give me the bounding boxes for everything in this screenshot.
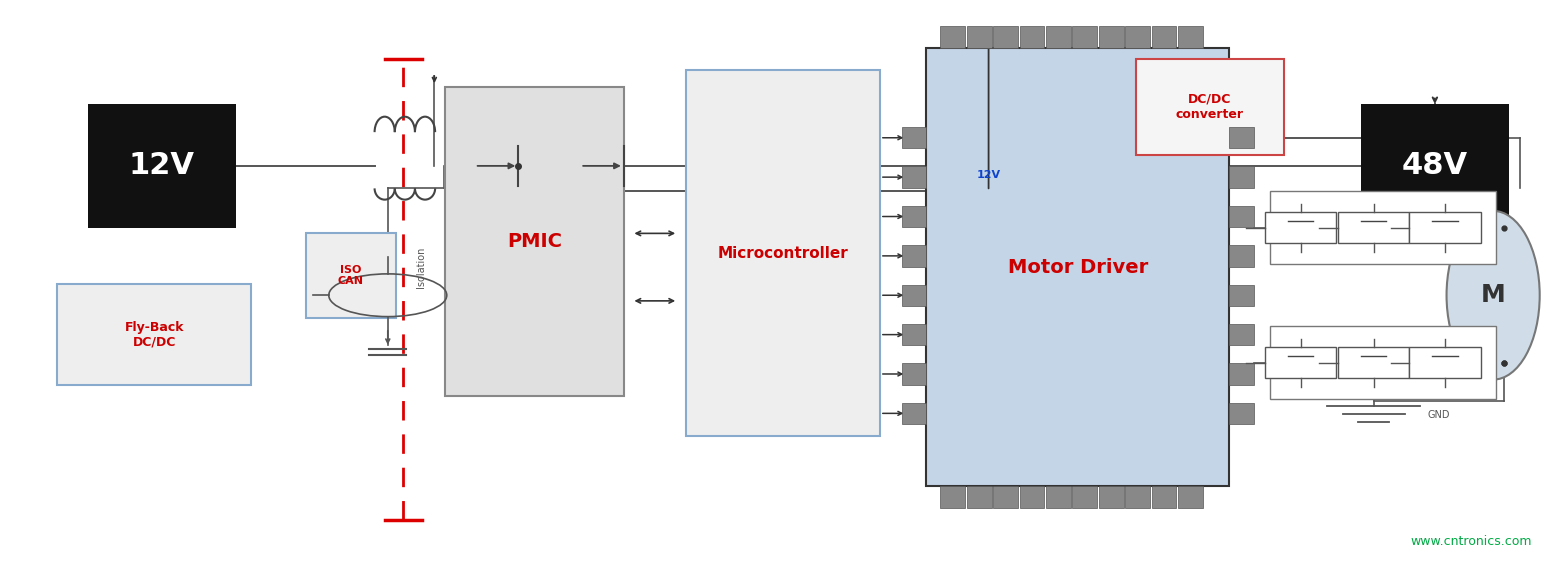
Text: PMIC: PMIC <box>506 232 562 251</box>
Text: 12V: 12V <box>129 152 195 181</box>
Bar <box>1270 191 1496 264</box>
Bar <box>1229 403 1254 424</box>
Bar <box>1265 212 1337 243</box>
Bar <box>1338 212 1410 243</box>
Bar <box>1045 486 1070 508</box>
Text: Microcontroller: Microcontroller <box>718 245 848 261</box>
Bar <box>1136 59 1284 154</box>
Bar <box>902 245 927 266</box>
Bar <box>1178 26 1203 48</box>
Bar <box>1362 104 1508 228</box>
Text: GND: GND <box>1429 410 1450 420</box>
Bar <box>968 26 992 48</box>
Bar <box>1072 486 1097 508</box>
Bar <box>902 166 927 188</box>
Bar <box>1045 26 1070 48</box>
Ellipse shape <box>1446 211 1539 379</box>
Bar <box>58 284 251 385</box>
Text: Motor Driver: Motor Driver <box>1008 258 1148 277</box>
Bar <box>902 285 927 306</box>
Bar <box>1151 486 1176 508</box>
Bar <box>305 233 396 318</box>
Bar <box>1098 486 1123 508</box>
Text: ISO
CAN: ISO CAN <box>338 265 363 286</box>
Bar <box>1098 26 1123 48</box>
Bar <box>1125 26 1150 48</box>
Text: 48V: 48V <box>1402 152 1468 181</box>
Text: 12V: 12V <box>977 170 1000 181</box>
Bar <box>686 70 880 436</box>
Bar <box>994 486 1017 508</box>
Bar <box>1072 26 1097 48</box>
Bar <box>1151 26 1176 48</box>
Bar <box>1229 206 1254 227</box>
Bar <box>1019 486 1044 508</box>
Bar <box>941 486 966 508</box>
Bar <box>1125 486 1150 508</box>
Bar <box>89 104 235 228</box>
Bar <box>994 26 1017 48</box>
Bar <box>1229 245 1254 266</box>
Bar <box>968 486 992 508</box>
Bar <box>1408 212 1480 243</box>
Text: www.cntronics.com: www.cntronics.com <box>1410 536 1532 548</box>
Bar <box>902 206 927 227</box>
Bar <box>1270 326 1496 399</box>
Bar <box>1265 347 1337 378</box>
Bar <box>1229 364 1254 385</box>
Bar <box>1229 324 1254 345</box>
Bar <box>1178 486 1203 508</box>
Bar <box>1229 166 1254 188</box>
Bar <box>902 403 927 424</box>
Bar <box>446 87 623 396</box>
Bar <box>1019 26 1044 48</box>
Bar <box>902 324 927 345</box>
Bar <box>1229 127 1254 148</box>
Text: DC/DC
converter: DC/DC converter <box>1176 93 1243 121</box>
Bar <box>902 364 927 385</box>
Bar <box>1229 285 1254 306</box>
Bar <box>902 127 927 148</box>
Text: M: M <box>1480 283 1505 307</box>
Text: Fly-Back
DC/DC: Fly-Back DC/DC <box>125 320 184 349</box>
Bar <box>1408 347 1480 378</box>
Bar <box>1338 347 1410 378</box>
Text: Isolation: Isolation <box>416 247 425 288</box>
Bar <box>941 26 966 48</box>
Bar <box>927 48 1229 486</box>
